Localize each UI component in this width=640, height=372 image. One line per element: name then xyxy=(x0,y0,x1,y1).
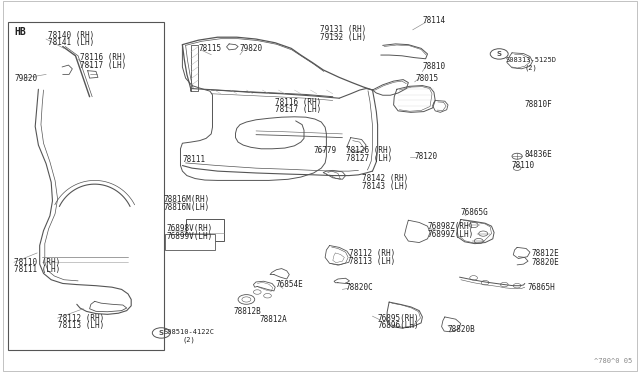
Text: (2): (2) xyxy=(525,64,538,71)
Bar xyxy=(8,22,164,350)
Text: 78142 (RH): 78142 (RH) xyxy=(362,174,408,183)
Text: 78116 (RH): 78116 (RH) xyxy=(275,98,321,107)
Text: 76898Z(RH): 76898Z(RH) xyxy=(428,222,474,231)
Text: 78126 (RH): 78126 (RH) xyxy=(346,146,392,155)
Text: 78111 (LH): 78111 (LH) xyxy=(14,265,60,274)
Text: 76895(RH): 76895(RH) xyxy=(378,314,419,323)
Text: S08313-5125D: S08313-5125D xyxy=(506,57,557,62)
Text: 84836E: 84836E xyxy=(525,150,552,159)
Bar xyxy=(165,234,215,250)
Text: ^780^0 05: ^780^0 05 xyxy=(594,358,632,364)
Text: 76779: 76779 xyxy=(314,146,337,155)
Text: 78810: 78810 xyxy=(422,62,445,71)
Text: 76896(LH): 76896(LH) xyxy=(378,321,419,330)
Text: 78117 (LH): 78117 (LH) xyxy=(80,61,126,70)
Text: 78810F: 78810F xyxy=(525,100,552,109)
Text: 78816M(RH): 78816M(RH) xyxy=(163,195,209,204)
Text: 78113 (LH): 78113 (LH) xyxy=(58,321,104,330)
Text: 78143 (LH): 78143 (LH) xyxy=(362,182,408,190)
Text: S08510-4122C: S08510-4122C xyxy=(163,329,214,335)
Text: 78140 (RH): 78140 (RH) xyxy=(48,31,94,40)
Text: 76854E: 76854E xyxy=(275,280,303,289)
Text: HB: HB xyxy=(14,27,26,36)
Text: 78112 (RH): 78112 (RH) xyxy=(58,314,104,323)
Text: 78120: 78120 xyxy=(415,152,438,161)
Text: 78111: 78111 xyxy=(182,155,205,164)
Text: 78812E: 78812E xyxy=(531,249,559,258)
Text: 76865H: 76865H xyxy=(528,283,556,292)
Text: 76899V(LH): 76899V(LH) xyxy=(166,232,212,241)
Text: 78812B: 78812B xyxy=(234,307,261,316)
Text: (2): (2) xyxy=(182,337,195,343)
Text: 78115: 78115 xyxy=(198,44,221,53)
Text: 78117 (LH): 78117 (LH) xyxy=(275,105,321,114)
Text: 76865G: 76865G xyxy=(461,208,488,217)
Text: 78816N(LH): 78816N(LH) xyxy=(163,203,209,212)
Text: 78110 (RH): 78110 (RH) xyxy=(14,258,60,267)
Text: 79820: 79820 xyxy=(14,74,37,83)
Text: 78127 (LH): 78127 (LH) xyxy=(346,154,392,163)
Text: 78812A: 78812A xyxy=(259,315,287,324)
Text: 78114: 78114 xyxy=(422,16,445,25)
Text: 79132 (LH): 79132 (LH) xyxy=(320,33,366,42)
Text: S: S xyxy=(159,330,164,336)
Text: 76899Z(LH): 76899Z(LH) xyxy=(428,230,474,239)
Text: 76898V(RH): 76898V(RH) xyxy=(166,224,212,233)
Text: 78820E: 78820E xyxy=(531,258,559,267)
Text: 78116 (RH): 78116 (RH) xyxy=(80,53,126,62)
Text: 78015: 78015 xyxy=(416,74,439,83)
Bar xyxy=(186,219,224,241)
Text: S: S xyxy=(497,51,502,57)
Text: 78141 (LH): 78141 (LH) xyxy=(48,38,94,47)
Text: 78820C: 78820C xyxy=(346,283,373,292)
Text: 79131 (RH): 79131 (RH) xyxy=(320,25,366,34)
Text: 78820B: 78820B xyxy=(448,325,476,334)
Text: 78113 (LH): 78113 (LH) xyxy=(349,257,395,266)
Text: 78110: 78110 xyxy=(512,161,535,170)
Text: 78112 (RH): 78112 (RH) xyxy=(349,249,395,258)
Text: 79820: 79820 xyxy=(240,44,263,53)
